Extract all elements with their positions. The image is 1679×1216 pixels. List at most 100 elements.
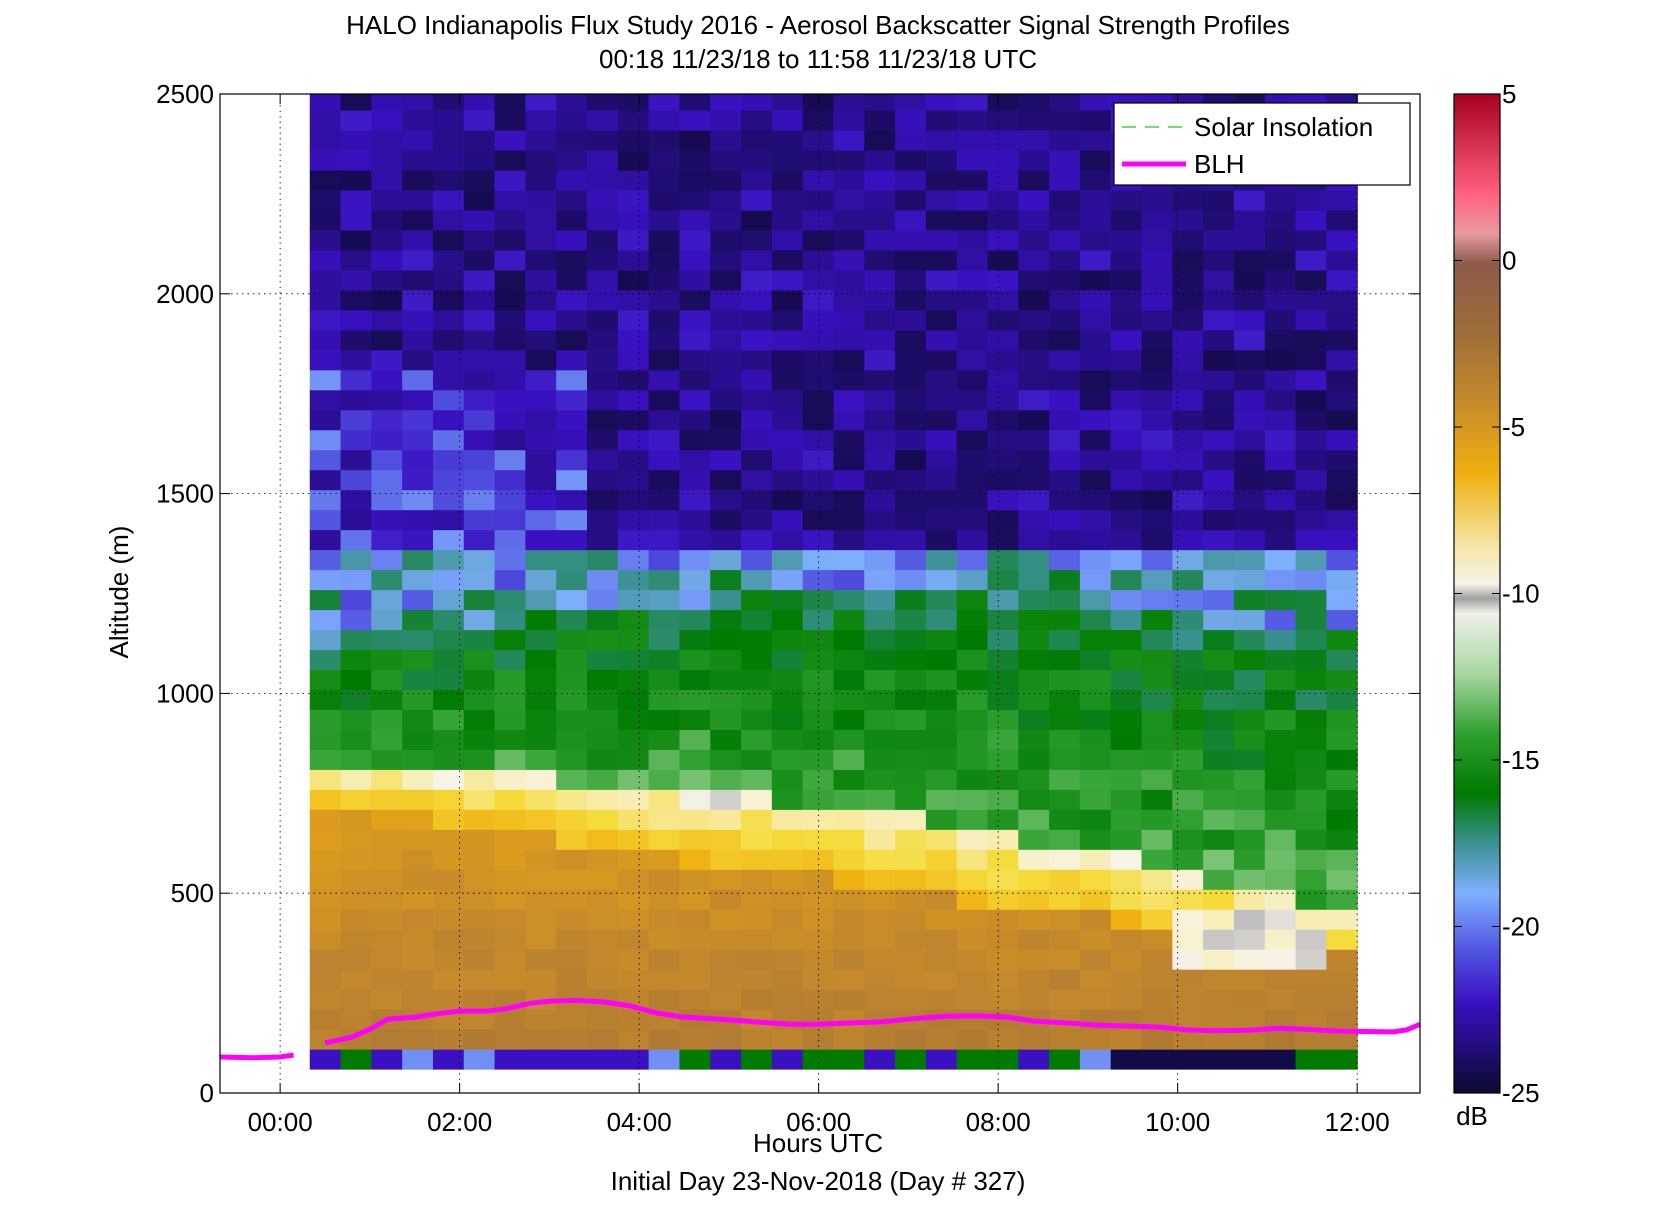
heatmap-cell <box>432 669 465 690</box>
heatmap-cell <box>617 1009 650 1030</box>
heatmap-cell <box>833 909 865 930</box>
heatmap-cell <box>1203 249 1235 271</box>
heatmap-cell <box>864 849 896 870</box>
heatmap-cell <box>1326 1009 1358 1030</box>
heatmap-cell <box>371 789 403 810</box>
heatmap-cell <box>833 509 865 531</box>
heatmap-cell <box>987 389 1019 411</box>
heatmap-cell <box>556 629 588 651</box>
heatmap-cell <box>1079 929 1112 950</box>
heatmap-cell <box>432 289 465 311</box>
heatmap-cell <box>648 469 681 491</box>
heatmap-cell <box>864 1049 896 1070</box>
heatmap-cell <box>371 169 403 191</box>
heatmap-cell <box>895 149 927 171</box>
heatmap-cell <box>556 689 588 710</box>
heatmap-cell <box>371 449 403 471</box>
heatmap-cell <box>1264 289 1297 311</box>
heatmap-cell <box>556 949 588 970</box>
heatmap-cell <box>1233 289 1266 311</box>
heatmap-cell <box>1203 509 1235 531</box>
heatmap-cell <box>309 429 342 451</box>
heatmap-cell <box>1295 529 1327 551</box>
heatmap-cell <box>1079 749 1112 770</box>
heatmap-cell <box>1018 209 1050 231</box>
heatmap-cell <box>679 509 711 531</box>
heatmap-cell <box>679 789 711 810</box>
heatmap-cell <box>679 209 711 231</box>
heatmap-cell <box>340 669 372 690</box>
heatmap-cell <box>340 929 372 950</box>
heatmap-cell <box>648 509 681 531</box>
heatmap-cell <box>1172 889 1204 910</box>
heatmap-cell <box>617 889 650 910</box>
heatmap-cell <box>463 269 496 291</box>
heatmap-cell <box>1018 729 1050 750</box>
heatmap-cell <box>1233 969 1266 990</box>
heatmap-cell <box>1018 309 1050 331</box>
heatmap-cell <box>1233 869 1266 890</box>
heatmap-cell <box>771 509 804 531</box>
heatmap-cell <box>525 569 557 591</box>
heatmap-cell <box>1049 969 1081 990</box>
heatmap-cell <box>1049 269 1081 291</box>
heatmap-cell <box>710 849 742 870</box>
heatmap-cell <box>648 869 681 890</box>
heatmap-cell <box>525 109 557 131</box>
heatmap-cell <box>1203 469 1235 491</box>
heatmap-cell <box>463 969 496 990</box>
heatmap-cell <box>1203 429 1235 451</box>
heatmap-cell <box>1264 369 1297 391</box>
heatmap-cell <box>864 869 896 890</box>
heatmap-cell <box>895 1049 927 1070</box>
heatmap-cell <box>1326 289 1358 311</box>
heatmap-cell <box>1079 409 1112 431</box>
heatmap-cell <box>864 109 896 131</box>
heatmap-cell <box>1295 449 1327 471</box>
heatmap-cell <box>956 549 989 571</box>
heatmap-cell <box>895 829 927 850</box>
heatmap-cell <box>1172 909 1204 930</box>
heatmap-cell <box>1110 609 1143 631</box>
heatmap-cell <box>463 529 496 551</box>
heatmap-cell <box>432 249 465 271</box>
heatmap-cell <box>617 749 650 770</box>
heatmap-cell <box>833 249 865 271</box>
heatmap-cell <box>556 1049 588 1070</box>
heatmap-cell <box>1264 189 1297 211</box>
heatmap-cell <box>864 169 896 191</box>
heatmap-cell <box>371 249 403 271</box>
heatmap-cell <box>1049 1049 1081 1070</box>
heatmap-cell <box>895 889 927 910</box>
heatmap-cell <box>679 849 711 870</box>
heatmap-cell <box>895 989 927 1010</box>
heatmap-cell <box>710 209 742 231</box>
heatmap-cell <box>925 589 958 611</box>
heatmap-cell <box>1141 529 1173 551</box>
heatmap-cell <box>648 629 681 651</box>
heatmap-cell <box>895 809 927 830</box>
heatmap-cell <box>340 169 372 191</box>
heatmap-cell <box>925 709 958 730</box>
legend-blh-label: BLH <box>1194 149 1245 179</box>
heatmap-cell <box>402 789 434 810</box>
heatmap-cell <box>864 789 896 810</box>
heatmap-cell <box>617 469 650 491</box>
heatmap-cell <box>1141 989 1173 1010</box>
heatmap-cell <box>802 949 835 970</box>
heatmap-cell <box>432 129 465 151</box>
heatmap-cell <box>710 269 742 291</box>
heatmap-cell <box>463 229 496 251</box>
heatmap-cell <box>587 149 619 171</box>
heatmap-cell <box>309 629 342 651</box>
heatmap-cell <box>1141 609 1173 631</box>
heatmap-cell <box>1295 629 1327 651</box>
heatmap-cell <box>741 869 773 890</box>
heatmap-cell <box>402 129 434 151</box>
heatmap-cell <box>741 109 773 131</box>
heatmap-cell <box>1141 829 1173 850</box>
heatmap-cell <box>987 569 1019 591</box>
heatmap-cell <box>309 769 342 790</box>
heatmap-cell <box>402 749 434 770</box>
heatmap-cell <box>1172 429 1204 451</box>
